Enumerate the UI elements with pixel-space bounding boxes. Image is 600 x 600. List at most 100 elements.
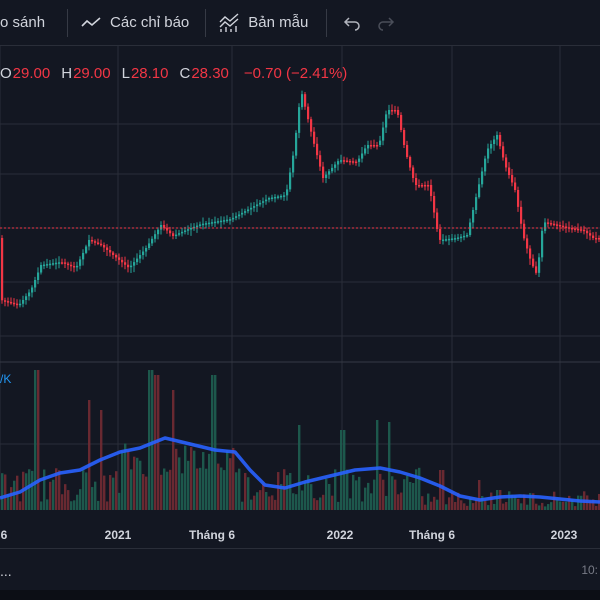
- volume-bar: [448, 497, 451, 510]
- volume-bar: [289, 472, 292, 510]
- volume-bar: [355, 480, 358, 510]
- volume-bar: [460, 500, 463, 510]
- volume-bar: [577, 495, 580, 510]
- candle-body: [385, 114, 388, 128]
- volume-bar: [142, 474, 145, 510]
- top-toolbar: o sánh Các chỉ báo Bản mẫu: [0, 0, 600, 46]
- candle-body: [235, 216, 238, 218]
- templates-label: Bản mẫu: [248, 14, 309, 31]
- volume-bar: [4, 474, 7, 510]
- candle-body: [397, 110, 400, 115]
- candle-body: [484, 158, 487, 172]
- volume-bar: [82, 470, 85, 510]
- candle-body: [94, 241, 97, 243]
- volume-bar: [88, 400, 91, 510]
- volume-bar: [37, 370, 40, 510]
- volume-bar: [145, 476, 148, 510]
- volume-bar: [361, 501, 364, 510]
- volume-bar: [529, 492, 532, 510]
- candle-body: [4, 300, 7, 302]
- candle-body: [598, 238, 600, 240]
- volume-bar: [52, 479, 55, 510]
- volume-bar: [103, 475, 106, 510]
- candle-body: [436, 212, 439, 229]
- volume-bar: [106, 501, 109, 510]
- volume-bar: [163, 468, 166, 510]
- candle-body: [529, 248, 532, 259]
- volume-bar: [334, 469, 337, 510]
- candle-body: [121, 259, 124, 263]
- candle-body: [304, 94, 307, 107]
- volume-bar: [595, 505, 598, 510]
- candle-body: [283, 195, 286, 197]
- candle-body: [214, 221, 217, 224]
- volume-bar: [184, 445, 187, 510]
- candle-body: [295, 132, 298, 156]
- volume-bar: [319, 497, 322, 510]
- status-ellipsis[interactable]: ...: [0, 563, 12, 579]
- candle-body: [409, 157, 412, 168]
- candle-body: [148, 243, 151, 248]
- candle-body: [196, 225, 199, 228]
- volume-bar: [373, 479, 376, 510]
- volume-bar: [31, 470, 34, 510]
- candle-body: [487, 148, 490, 159]
- volume-bar: [124, 443, 127, 510]
- volume-bar: [238, 468, 241, 510]
- candle-body: [466, 235, 469, 237]
- candle-body: [478, 184, 481, 198]
- volume-bar: [505, 502, 508, 510]
- x-axis-label: 2022: [326, 528, 354, 542]
- candle-body: [25, 296, 28, 300]
- candle-body: [508, 167, 511, 175]
- candle-body: [412, 167, 415, 178]
- candle-body: [223, 220, 226, 222]
- volume-bar: [7, 493, 10, 510]
- candle-body: [64, 262, 67, 264]
- volume-bar: [589, 500, 592, 510]
- volume-bar: [310, 484, 313, 510]
- volume-bar: [346, 469, 349, 510]
- templates-button[interactable]: Bản mẫu: [212, 0, 320, 46]
- volume-bar: [481, 496, 484, 510]
- candle-body: [280, 195, 283, 198]
- volume-bar: [115, 471, 118, 510]
- x-axis-label: 2021: [104, 528, 132, 542]
- volume-bar: [55, 468, 58, 510]
- volume-bar: [25, 473, 28, 510]
- candle-body: [160, 225, 163, 230]
- volume-bar: [544, 506, 547, 510]
- toolbar-divider: [326, 8, 328, 37]
- volume-bar: [223, 470, 226, 510]
- candle-body: [211, 222, 214, 224]
- candle-body: [592, 235, 595, 238]
- candle-body: [376, 145, 379, 147]
- price-chart[interactable]: [0, 46, 600, 526]
- candle-body: [364, 148, 367, 154]
- volume-bar: [214, 375, 217, 510]
- candle-body: [199, 224, 202, 226]
- candle-body: [550, 223, 553, 225]
- candle-body: [124, 262, 127, 265]
- candle-body: [181, 231, 184, 234]
- volume-bar: [343, 430, 346, 510]
- compare-label: o sánh: [0, 14, 46, 31]
- candle-body: [238, 214, 241, 217]
- candle-body: [394, 110, 397, 112]
- volume-bar: [436, 499, 439, 510]
- candle-body: [193, 226, 196, 229]
- indicators-button[interactable]: Các chỉ báo: [74, 0, 199, 46]
- volume-bar: [466, 505, 469, 510]
- volume-bar: [427, 493, 430, 510]
- undo-icon[interactable]: [341, 12, 363, 34]
- candle-body: [259, 202, 262, 205]
- high-value: 29.00: [73, 64, 111, 82]
- compare-button[interactable]: o sánh: [0, 0, 61, 46]
- volume-bar: [187, 460, 190, 510]
- volume-bar: [592, 499, 595, 510]
- candle-body: [229, 219, 232, 221]
- candle-body: [343, 160, 346, 162]
- redo-icon[interactable]: [375, 12, 397, 34]
- candle-body: [499, 135, 502, 147]
- candle-body: [346, 160, 349, 163]
